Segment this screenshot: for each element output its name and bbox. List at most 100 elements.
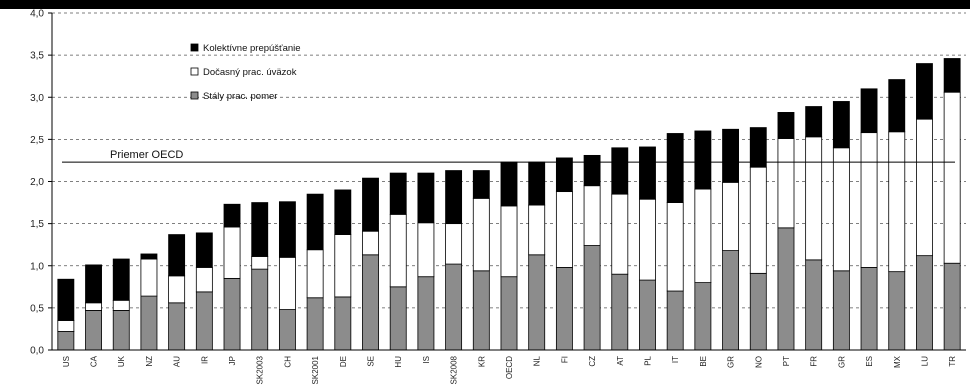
bar-segment-permanent [722, 250, 740, 351]
bar-segment-temporary [472, 197, 490, 272]
bar-segment-temporary [362, 230, 379, 256]
x-tick-label: IR [200, 356, 209, 364]
bar-segment-temporary [916, 118, 933, 257]
bar-segment-temporary [334, 234, 352, 298]
bar-segment-collective [555, 157, 573, 193]
bar-segment-permanent [112, 310, 130, 351]
bar-segment-temporary [195, 267, 213, 293]
bar-segment-permanent [445, 263, 463, 351]
bar-segment-collective [694, 130, 712, 190]
bar-segment-collective [832, 101, 850, 149]
y-tick-label: 2,0 [30, 177, 44, 188]
x-tick-label: IT [671, 356, 680, 363]
bar-segment-collective [639, 146, 656, 200]
legend-swatch [190, 91, 199, 100]
legend-swatch [190, 67, 199, 76]
bar-segment-collective [777, 112, 795, 139]
bar-segment-collective [417, 172, 435, 224]
bar-segment-permanent [749, 272, 767, 351]
bar-segment-temporary [445, 223, 463, 265]
bar-segment-collective [140, 253, 158, 260]
bar-segment-permanent [168, 302, 186, 351]
bar-segment-temporary [722, 181, 740, 251]
bar-segment-temporary [860, 132, 878, 268]
bar-segment-permanent [389, 286, 407, 351]
title-strip [0, 0, 970, 9]
legend-swatch [190, 43, 199, 52]
x-tick-label: SK2008 [450, 355, 459, 384]
bar-segment-permanent [555, 267, 573, 351]
x-tick-label: PL [643, 355, 652, 365]
bar-segment-collective [251, 202, 269, 257]
x-tick-label: SE [367, 356, 376, 367]
bar-segment-temporary [140, 258, 158, 297]
x-tick-label: JP [228, 356, 237, 365]
x-tick-label: CA [90, 355, 99, 367]
bar-segment-permanent [57, 331, 75, 351]
bar-segment-collective [666, 133, 684, 203]
x-tick-label: LU [920, 356, 929, 366]
bar-segment-permanent [417, 276, 435, 351]
bar-segment-permanent [694, 282, 712, 351]
bar-segment-collective [57, 278, 75, 321]
bar-segment-permanent [666, 290, 684, 351]
y-tick-label: 1,5 [30, 219, 44, 230]
bar-segment-collective [362, 177, 379, 232]
x-tick-label: NL [533, 355, 542, 366]
bar-segment-temporary [666, 202, 684, 292]
bar-segment-permanent [334, 296, 352, 351]
y-tick-label: 1,0 [30, 261, 44, 272]
bar-segment-collective [860, 88, 878, 134]
y-tick-label: 3,0 [30, 93, 44, 104]
bar-segment-collective [472, 170, 490, 199]
x-tick-label: FI [560, 356, 569, 363]
bar-segment-collective [389, 172, 407, 215]
bar-segment-permanent [251, 268, 269, 351]
bar-segment-collective [278, 201, 296, 258]
y-tick-label: 2,5 [30, 135, 44, 146]
bar-segment-temporary [639, 198, 656, 281]
bar-segment-collective [85, 264, 102, 304]
x-tick-label: NO [754, 356, 763, 368]
bar-segment-collective [500, 161, 518, 207]
bar-segment-temporary [251, 256, 269, 270]
bar-segment-permanent [639, 279, 656, 351]
x-tick-label: CH [283, 356, 292, 368]
bar-segment-collective [916, 63, 933, 120]
bar-segment-temporary [278, 256, 296, 310]
bar-segment-collective [528, 161, 546, 206]
bar-segment-collective [306, 193, 324, 251]
x-tick-label: CZ [588, 356, 597, 367]
bar-segment-permanent [832, 270, 850, 351]
oecd-average-label: Priemer OECD [110, 149, 183, 161]
bar-segment-permanent [805, 259, 823, 351]
bar-segment-collective [805, 106, 823, 138]
bar-segment-temporary [555, 191, 573, 268]
x-tick-label: MX [893, 355, 902, 368]
x-tick-label: US [62, 356, 71, 367]
bar-segment-collective [195, 232, 213, 268]
x-tick-label: OECD [505, 356, 514, 379]
bar-segment-collective [611, 147, 629, 195]
bar-segment-permanent [500, 276, 518, 351]
legend-item-temporary: Dočasný prac. úväzok [203, 67, 297, 78]
bar-segment-permanent [528, 254, 546, 351]
bar-segment-permanent [777, 227, 795, 351]
x-tick-label: UK [117, 355, 126, 367]
bar-segment-collective [943, 58, 961, 93]
x-tick-label: IS [422, 356, 431, 364]
bar-segment-permanent [223, 277, 241, 351]
bar-segment-permanent [85, 310, 102, 351]
bar-segment-temporary [500, 205, 518, 278]
bar-segment-collective [445, 170, 463, 225]
bar-segment-collective [888, 79, 906, 133]
bar-segment-collective [583, 154, 601, 187]
x-tick-label: AU [173, 356, 182, 367]
bar-segment-temporary [777, 138, 795, 229]
bar-segment-temporary [223, 226, 241, 279]
bar-segment-permanent [916, 255, 933, 351]
bar-segment-permanent [943, 262, 961, 351]
bar-segment-permanent [583, 245, 601, 351]
bar-segment-collective [223, 203, 241, 228]
y-tick-label: 4,0 [30, 9, 44, 20]
